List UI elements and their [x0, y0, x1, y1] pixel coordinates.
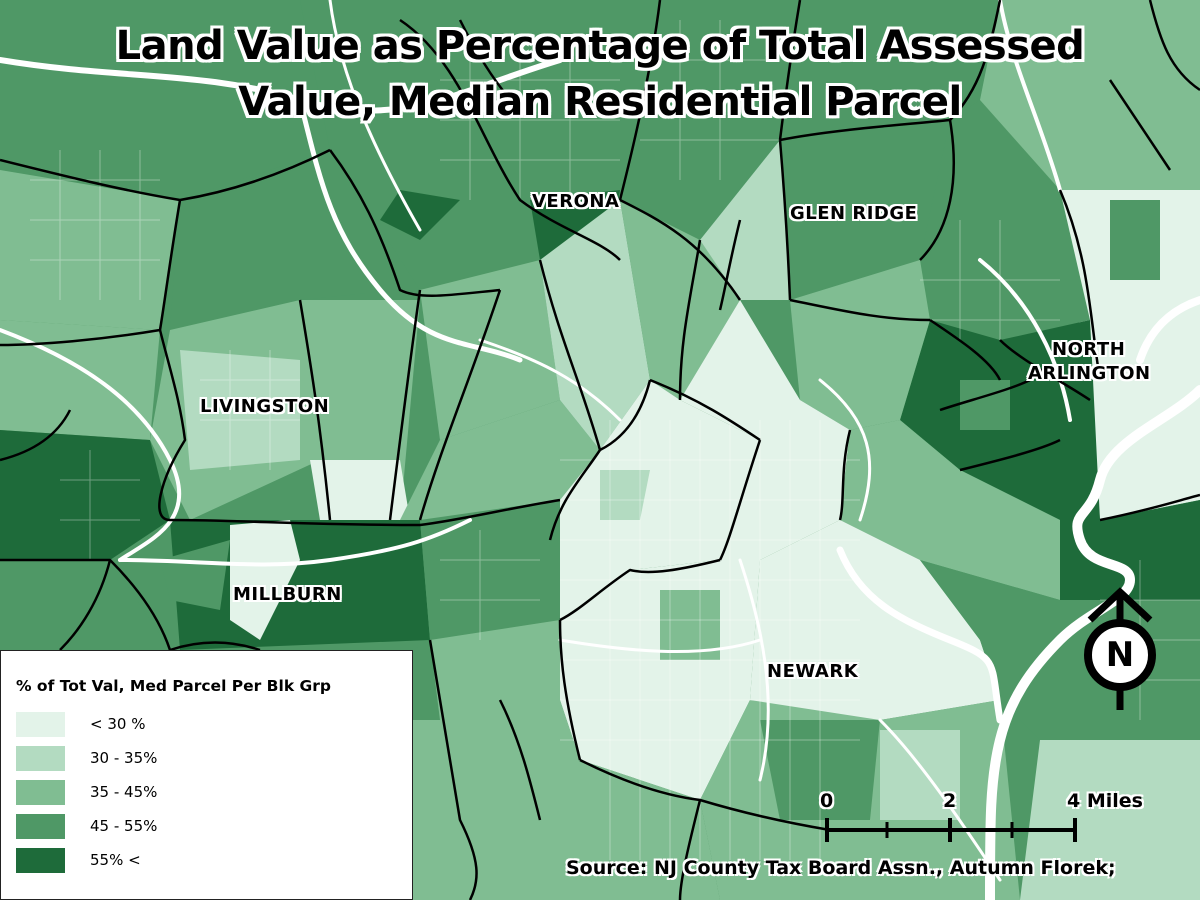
- block-group: [680, 300, 850, 560]
- block-group: [620, 0, 800, 240]
- north-arrow-circle: [1084, 619, 1156, 691]
- block-group: [413, 620, 720, 900]
- highway: [297, 97, 523, 363]
- block-group: [920, 190, 1090, 340]
- map-legend: % of Tot Val, Med Parcel Per Blk Grp < 3…: [0, 650, 413, 900]
- legend-item: < 30 %: [16, 707, 412, 741]
- town-label-millburn: MILLBURN: [233, 584, 342, 605]
- legend-swatch: [16, 847, 65, 873]
- legend-label: 35 - 45%: [90, 783, 158, 801]
- block-group: [400, 400, 600, 520]
- highway: [738, 558, 770, 782]
- block-group: [700, 140, 790, 300]
- north-arrow-head: [1087, 587, 1153, 623]
- scale-bar: [825, 818, 1077, 842]
- block-group: [310, 460, 410, 520]
- block-group: [170, 150, 400, 330]
- block-group: [660, 590, 720, 660]
- legend-label: 45 - 55%: [90, 817, 158, 835]
- block-group: [780, 120, 950, 300]
- block-group: [413, 640, 440, 720]
- town-label-glen-ridge: GLEN RIDGE: [790, 203, 918, 224]
- block-group: [790, 260, 930, 430]
- highway: [118, 518, 472, 567]
- legend-swatch: [16, 813, 65, 839]
- block-group: [0, 170, 180, 330]
- map-title-line-2: Value, Median Residential Parcel: [238, 79, 962, 125]
- highway: [0, 328, 182, 562]
- town-label-north-arlington-line2: ARLINGTON: [1028, 363, 1151, 384]
- town-label-verona: VERONA: [532, 191, 620, 212]
- north-arrow-icon: [1084, 587, 1156, 710]
- block-group: [960, 380, 1010, 430]
- town-label-newark: NEWARK: [767, 661, 859, 682]
- block-group: [0, 320, 160, 440]
- block-group: [980, 0, 1200, 190]
- block-group: [600, 470, 650, 520]
- legend-label: 55% <: [90, 851, 141, 869]
- passaic-river-bend: [836, 546, 1004, 724]
- legend-item: 55% <: [16, 843, 412, 877]
- legend-item: 45 - 55%: [16, 809, 412, 843]
- legend-swatch: [16, 745, 65, 771]
- block-group: [880, 730, 960, 820]
- map-title-line-1: Land Value as Percentage of Total Assess…: [115, 23, 1085, 69]
- legend-swatch: [16, 779, 65, 805]
- legend-label: 30 - 35%: [90, 749, 158, 767]
- block-group: [0, 0, 330, 200]
- block-group: [560, 380, 760, 620]
- block-group: [420, 500, 560, 640]
- legend-swatch: [16, 711, 65, 737]
- highway: [478, 338, 622, 422]
- hackensack-river: [1136, 296, 1200, 364]
- passaic-river: [985, 385, 1200, 900]
- scale-label-4-miles: 4 Miles: [1067, 790, 1143, 812]
- scale-label-0: 0: [820, 790, 834, 812]
- block-group: [1110, 200, 1160, 280]
- map-title: Land Value as Percentage of Total Assess…: [0, 18, 1200, 130]
- block-group: [0, 560, 170, 650]
- block-group: [380, 190, 460, 240]
- block-group: [780, 0, 1000, 140]
- north-arrow-letter: N: [1105, 635, 1135, 675]
- block-group: [750, 520, 1000, 720]
- scale-label-2: 2: [943, 790, 957, 812]
- block-group: [760, 720, 880, 820]
- source-credit: Source: NJ County Tax Board Assn., Autum…: [566, 857, 1116, 879]
- town-label-livingston: LIVINGSTON: [200, 396, 330, 417]
- highway: [818, 378, 872, 522]
- block-group: [540, 200, 650, 450]
- river-layer: [836, 296, 1200, 900]
- highway: [328, 0, 422, 232]
- block-group: [840, 420, 1060, 600]
- block-group: [230, 520, 300, 640]
- legend-item: 35 - 45%: [16, 775, 412, 809]
- legend-label: < 30 %: [90, 715, 146, 733]
- town-label-north-arlington-line1: NORTH: [1052, 339, 1126, 360]
- highway: [978, 258, 1072, 422]
- legend-item: 30 - 35%: [16, 741, 412, 775]
- street-grid: [30, 20, 1200, 860]
- block-group: [180, 350, 300, 470]
- legend-title: % of Tot Val, Med Parcel Per Blk Grp: [16, 677, 331, 695]
- block-group: [1020, 740, 1200, 900]
- highway: [558, 638, 762, 654]
- block-group: [0, 430, 170, 560]
- block-group: [1060, 500, 1200, 600]
- legend-items: < 30 % 30 - 35% 35 - 45% 45 - 55% 55% <: [16, 707, 412, 877]
- highway: [998, 0, 1062, 192]
- block-group: [160, 540, 230, 610]
